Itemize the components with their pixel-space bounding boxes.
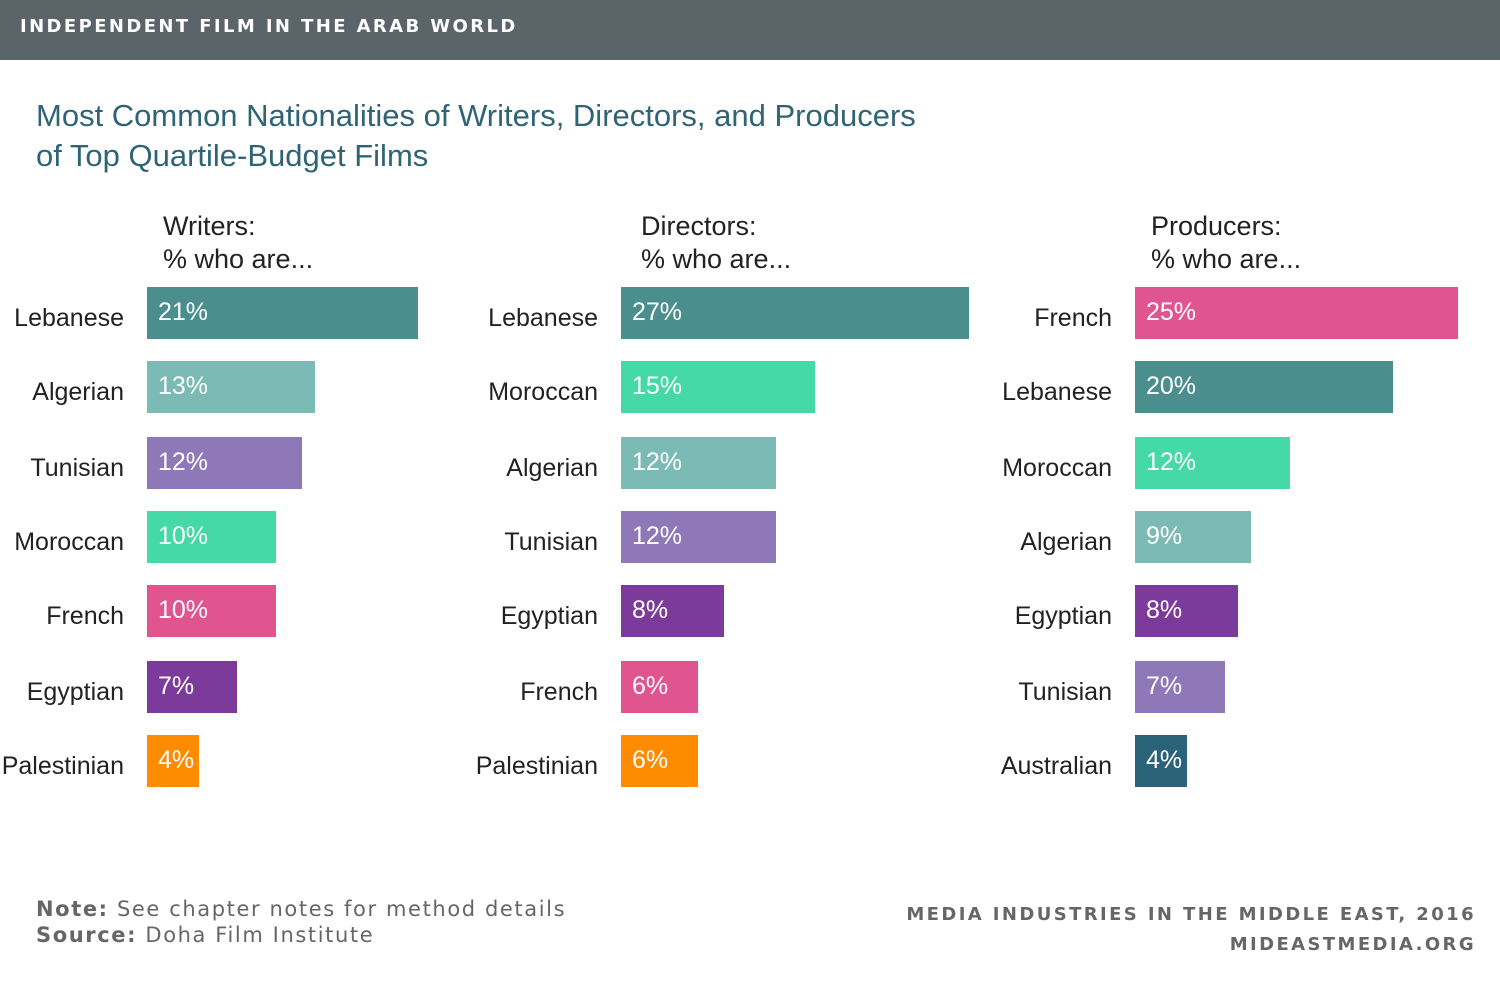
producers-category-label-egyptian: Egyptian [1014,602,1112,630]
chart-title: Most Common Nationalities of Writers, Di… [36,96,1136,176]
directors-bar-tunisian [621,511,776,563]
producers-value-label-lebanese: 20% [1146,372,1197,400]
directors-value-label-tunisian: 12% [632,522,683,550]
producers-category-label-australian: Australian [1000,752,1112,780]
footer-credits: MEDIA INDUSTRIES IN THE MIDDLE EAST, 201… [906,900,1476,960]
producers-category-label-french: French [1034,304,1112,332]
writers-heading: Writers: % who are... [163,210,313,276]
writers-category-label-egyptian: Egyptian [26,678,124,706]
directors-value-label-palestinian: 6% [632,746,669,774]
directors-category-label-moroccan: Moroccan [488,378,598,406]
directors-category-label-palestinian: Palestinian [475,752,598,780]
writers-bar-french [147,585,276,637]
writers-category-label-palestinian: Palestinian [1,752,124,780]
directors-heading-line-2: % who are... [641,244,792,274]
producers-value-label-moroccan: 12% [1146,448,1197,476]
producers-value-label-french: 25% [1146,298,1197,326]
producers-heading-line-1: Producers: [1151,211,1282,241]
producers-bar-tunisian [1135,661,1225,713]
note-row: Note: See chapter notes for method detai… [36,896,566,922]
writers-bar-moroccan [147,511,276,563]
writers-value-label-tunisian: 12% [158,448,209,476]
writers-value-label-lebanese: 21% [158,298,209,326]
producers-bar-algerian [1135,511,1251,563]
writers-value-label-moroccan: 10% [158,522,209,550]
writers-category-label-lebanese: Lebanese [14,304,124,332]
directors-value-label-egyptian: 8% [632,596,669,624]
directors-heading: Directors: % who are... [641,210,791,276]
header-title: INDEPENDENT FILM IN THE ARAB WORLD [20,16,518,37]
producers-bar-lebanese [1135,361,1393,413]
directors-category-label-algerian: Algerian [506,454,598,482]
directors-bar-moroccan [621,361,815,413]
header-bar: INDEPENDENT FILM IN THE ARAB WORLD [0,0,1500,60]
directors-bar-lebanese [621,287,969,339]
writers-value-label-egyptian: 7% [158,672,195,700]
writers-value-label-algerian: 13% [158,372,209,400]
note-label: Note: [36,897,109,921]
note-text: See chapter notes for method details [108,897,567,921]
writers-bar-egyptian [147,661,237,713]
directors-heading-line-1: Directors: [641,211,757,241]
writers-category-label-french: French [46,602,124,630]
chart-title-line-2: of Top Quartile-Budget Films [36,138,429,173]
producers-bar-moroccan [1135,437,1290,489]
directors-value-label-algerian: 12% [632,448,683,476]
directors-bar-palestinian [621,735,698,787]
chart-title-line-1: Most Common Nationalities of Writers, Di… [36,98,916,133]
writers-bar-tunisian [147,437,302,489]
directors-bar-egyptian [621,585,724,637]
directors-bar-french [621,661,698,713]
writers-bar-algerian [147,361,315,413]
directors-category-label-french: French [520,678,598,706]
footer-notes: Note: See chapter notes for method detai… [36,896,566,948]
producers-category-label-algerian: Algerian [1020,528,1112,556]
producers-category-label-tunisian: Tunisian [1018,678,1112,706]
writers-bar-lebanese [147,287,418,339]
producers-value-label-tunisian: 7% [1146,672,1183,700]
writers-category-label-moroccan: Moroccan [14,528,124,556]
producers-category-label-lebanese: Lebanese [1002,378,1112,406]
directors-category-label-egyptian: Egyptian [500,602,598,630]
producers-value-label-egyptian: 8% [1146,596,1183,624]
directors-value-label-moroccan: 15% [632,372,683,400]
source-text: Doha Film Institute [137,923,375,947]
writers-heading-line-2: % who are... [163,244,314,274]
directors-category-label-tunisian: Tunisian [504,528,598,556]
producers-heading: Producers: % who are... [1151,210,1301,276]
producers-bar-egyptian [1135,585,1238,637]
writers-category-label-algerian: Algerian [32,378,124,406]
producers-value-label-australian: 4% [1146,746,1183,774]
directors-value-label-french: 6% [632,672,669,700]
website-link[interactable]: MIDEASTMEDIA.ORG [1229,934,1476,955]
producers-value-label-algerian: 9% [1146,522,1183,550]
publication-credit: MEDIA INDUSTRIES IN THE MIDDLE EAST, 201… [906,904,1476,925]
source-row: Source: Doha Film Institute [36,922,566,948]
producers-bar-french [1135,287,1458,339]
producers-heading-line-2: % who are... [1151,244,1302,274]
writers-value-label-french: 10% [158,596,209,624]
source-label: Source: [36,923,138,947]
directors-bar-algerian [621,437,776,489]
producers-category-label-moroccan: Moroccan [1002,454,1112,482]
directors-category-label-lebanese: Lebanese [488,304,598,332]
writers-category-label-tunisian: Tunisian [30,454,124,482]
writers-heading-line-1: Writers: [163,211,256,241]
writers-value-label-palestinian: 4% [158,746,195,774]
producers-bar-australian [1135,735,1187,787]
directors-value-label-lebanese: 27% [632,298,683,326]
writers-bar-palestinian [147,735,199,787]
